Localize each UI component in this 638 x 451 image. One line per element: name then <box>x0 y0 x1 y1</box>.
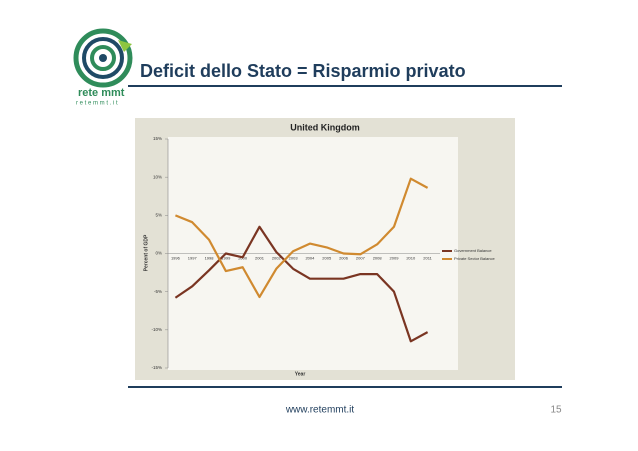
y-tick-label: -15% <box>151 365 162 370</box>
x-tick-label: 2006 <box>339 256 349 261</box>
x-tick-label: 1996 <box>171 256 181 261</box>
x-tick-label: 1999 <box>221 256 231 261</box>
x-tick-label: 2010 <box>406 256 416 261</box>
y-tick-label: -5% <box>154 289 162 294</box>
legend-label: Private Sector Balance <box>454 256 495 261</box>
x-tick-label: 1997 <box>188 256 198 261</box>
logo-dot <box>99 54 107 62</box>
logo-url: r e t e m m t . i t <box>76 101 118 107</box>
x-tick-label: 2009 <box>390 256 400 261</box>
logo-arrow <box>118 40 132 52</box>
page-number: 15 <box>550 405 562 416</box>
y-tick-label: 0% <box>155 251 162 256</box>
x-tick-label: 2004 <box>305 256 315 261</box>
x-tick-label: 2008 <box>373 256 383 261</box>
y-axis-label: Percent of GDP <box>143 234 149 271</box>
x-axis-label: Year <box>295 371 306 377</box>
legend-label: Government Balance <box>454 248 492 253</box>
x-tick-label: 2011 <box>423 256 432 261</box>
x-tick-label: 2001 <box>255 256 265 261</box>
x-tick-label: 1998 <box>205 256 215 261</box>
logo-ring <box>73 28 133 88</box>
y-tick-label: -10% <box>151 327 162 332</box>
logo <box>73 28 133 88</box>
y-tick-label: 15% <box>153 136 162 141</box>
y-tick-label: 10% <box>153 174 162 179</box>
logo-ring <box>82 37 124 79</box>
logo-name: rete mmt <box>78 87 125 99</box>
x-tick-label: 2002 <box>272 256 282 261</box>
series-line <box>174 177 429 299</box>
logo-ring <box>90 45 116 71</box>
x-tick-label: 2005 <box>322 256 332 261</box>
series-line <box>174 225 429 343</box>
chart-title: United Kingdom <box>290 122 360 132</box>
slide-title: Deficit dello Stato = Risparmio privato <box>140 61 466 81</box>
x-tick-label: 2003 <box>289 256 299 261</box>
x-tick-label: 2007 <box>356 256 366 261</box>
y-tick-label: 5% <box>155 213 162 218</box>
footer-url[interactable]: www.retemmt.it <box>285 405 355 416</box>
chart: United Kingdom Year Percent of GDP 15% 10… <box>135 118 515 380</box>
